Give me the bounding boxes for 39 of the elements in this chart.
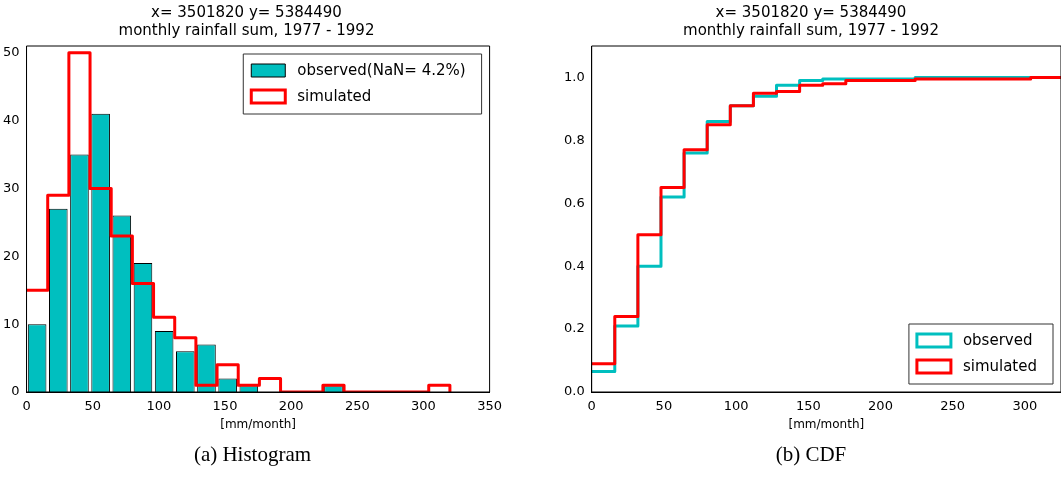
x-tick-label: 100 [146,398,172,414]
legend-label: simulated [962,356,1037,375]
y-tick-label: 0 [11,383,20,399]
x-axis-title: [mm/month] [788,416,865,431]
chart-title: x= 3501820 y= 5384490 [151,2,342,21]
x-tick-label: 200 [278,398,304,414]
y-tick-label: 10 [3,315,20,331]
chart-subtitle: monthly rainfall sum, 1977 - 1992 [683,20,939,39]
legend-label: observed(NaN= 4.2%) [297,60,466,79]
x-tick-label: 200 [868,398,893,414]
y-tick-label: 20 [3,247,20,263]
text: (a) Histogram [192,442,313,467]
x-tick-label: 350 [477,398,503,414]
x-tick-label: 150 [795,398,821,414]
y-tick-label: 0.2 [563,320,585,336]
legend-label: simulated [297,86,372,105]
x-tick-label: 50 [84,398,101,414]
x-tick-label: 0 [587,398,596,414]
y-tick-label: 0.8 [563,131,585,147]
x-tick-label: 250 [940,398,966,414]
y-tick-label: 1.0 [563,68,585,84]
y-tick-label: 0.6 [563,194,585,210]
y-tick-label: 0.4 [563,257,585,273]
chart-subtitle: monthly rainfall sum, 1977 - 1992 [118,20,375,39]
y-tick-label: 30 [3,179,20,195]
x-tick-label: 50 [655,398,673,414]
x-tick-label: 250 [344,398,370,414]
y-tick-label: 40 [3,112,20,127]
text: (b) CDF [774,442,848,467]
y-tick-label: 0.0 [563,383,585,399]
x-tick-label: 150 [212,398,238,414]
chart-title: x= 3501820 y= 5384490 [715,2,907,21]
x-axis-title: [mm/month] [220,416,296,431]
x-tick-label: 300 [1012,398,1038,414]
legend-label: observed [962,330,1033,349]
y-tick-label: 50 [3,44,20,60]
x-tick-label: 300 [411,398,436,414]
x-tick-label: 100 [723,398,749,414]
x-tick-label: 0 [22,398,31,414]
